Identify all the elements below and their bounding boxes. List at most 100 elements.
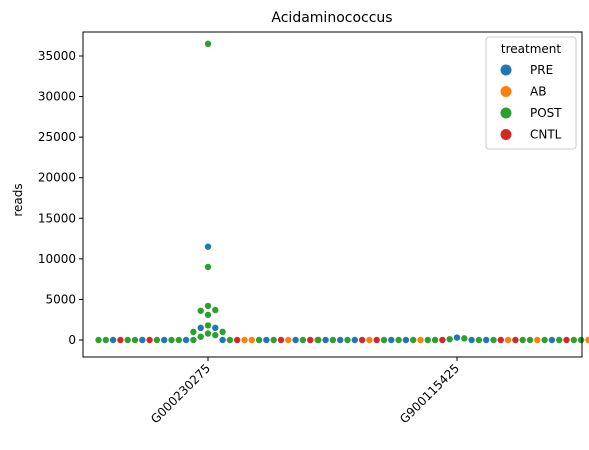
x-axis: G000230275 G900115425 [148,357,462,426]
legend-marker-pre [500,64,512,76]
y-tick-label: 0 [68,333,76,347]
legend-label: CNTL [530,128,562,142]
point-pre [453,334,461,341]
point-post [204,40,212,48]
point-post [475,336,483,344]
point-cntl [439,336,446,344]
point-post [190,328,197,336]
point-pre [204,243,212,250]
point-cntl [497,336,504,344]
point-post [197,307,204,314]
point-post [577,336,585,344]
point-pre [388,336,395,344]
x-tick-label: G000230275 [148,361,213,426]
point-post [102,336,110,344]
y-tick-label: 15000 [38,211,76,225]
point-post [570,336,577,344]
y-axis-label: reads [11,183,25,216]
point-pre [182,336,190,344]
point-post [299,336,307,344]
point-ab [285,336,292,344]
point-pre [212,324,219,332]
legend: treatment PRE AB POST CNTL [485,36,577,150]
point-post [175,336,182,344]
point-post [153,336,161,344]
legend-title: treatment [501,42,561,56]
point-cntl [146,336,153,344]
point-post [124,336,131,344]
point-ab [366,336,373,344]
point-post [446,335,453,343]
point-pre [161,336,168,344]
point-pre [219,336,226,344]
y-tick-label: 25000 [38,130,76,144]
point-post [315,336,322,344]
point-cntl [358,336,366,344]
point-post [190,336,197,344]
point-ab [241,336,248,344]
point-cntl [307,336,314,344]
point-post [204,302,212,310]
point-post [197,333,204,340]
point-post [204,263,212,271]
point-post [95,336,102,344]
y-axis: 0 5000 10000 15000 20000 25000 30000 35000 [38,49,83,347]
legend-box [485,36,577,150]
y-tick-label: 30000 [38,90,76,104]
point-post [168,336,175,344]
point-ab [504,336,512,344]
point-cntl [277,336,285,344]
point-post [204,322,212,329]
point-post [395,336,402,344]
point-post [270,336,277,344]
point-post [526,336,534,344]
point-cntl [234,336,241,344]
legend-label: PRE [530,63,553,77]
legend-marker-cntl [500,129,512,140]
point-pre [109,336,117,344]
point-post [410,336,417,344]
point-pre [351,336,358,344]
point-post [255,336,263,344]
point-post [204,311,212,319]
point-pre [468,336,475,344]
x-tick-label: G900115425 [397,361,462,426]
point-pre [483,336,490,344]
y-tick-label: 5000 [45,292,76,306]
point-pre [197,324,204,332]
data-points [95,40,589,344]
point-cntl [373,336,380,344]
point-pre [292,336,299,344]
point-cntl [563,336,570,344]
point-post [380,336,388,344]
point-cntl [117,336,124,344]
point-post [219,328,226,336]
point-post [329,336,337,344]
legend-marker-post [500,107,512,119]
point-ab [417,336,424,344]
point-post [204,330,212,337]
point-ab [585,336,589,344]
legend-label: AB [530,85,546,99]
point-pre [402,336,410,344]
y-tick-label: 20000 [38,171,76,185]
point-ab [534,336,541,344]
point-post [556,336,563,344]
point-post [226,336,234,344]
point-post [461,335,468,342]
point-post [344,336,351,344]
legend-marker-ab [500,86,512,97]
chart-title: Acidaminococcus [271,10,392,26]
point-post [424,336,431,344]
y-tick-label: 10000 [38,252,76,266]
point-post [490,336,497,344]
legend-label: POST [530,106,562,120]
y-tick-label: 35000 [38,49,76,63]
point-post [541,336,548,344]
point-pre [139,336,146,344]
point-post [212,306,219,314]
point-ab [248,336,255,344]
plot-frame [82,31,583,358]
point-post [212,331,219,339]
